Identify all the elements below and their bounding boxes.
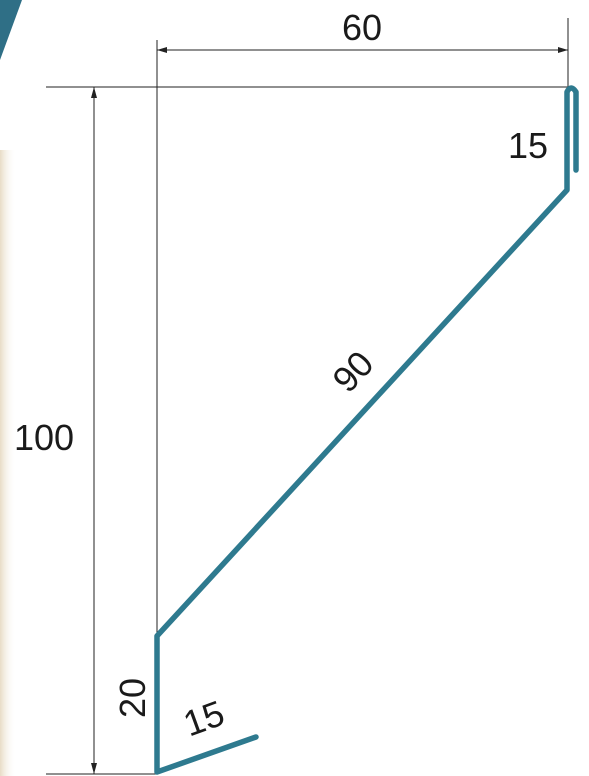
height-arrow-bottom [91, 763, 97, 774]
bottom-flange-label: 15 [178, 692, 230, 744]
diagonal-label: 90 [324, 343, 381, 400]
total-height-label: 100 [14, 417, 74, 458]
height-arrow-top [91, 87, 97, 98]
bottom-vertical-label: 20 [112, 678, 153, 718]
left-strip [0, 150, 16, 776]
top-hem-label: 15 [508, 125, 548, 166]
corner-shape [0, 0, 22, 60]
width-arrow-left [157, 47, 167, 53]
flashing-profile [154, 85, 579, 775]
top-width-label: 60 [342, 7, 382, 48]
width-arrow-right [558, 47, 568, 53]
